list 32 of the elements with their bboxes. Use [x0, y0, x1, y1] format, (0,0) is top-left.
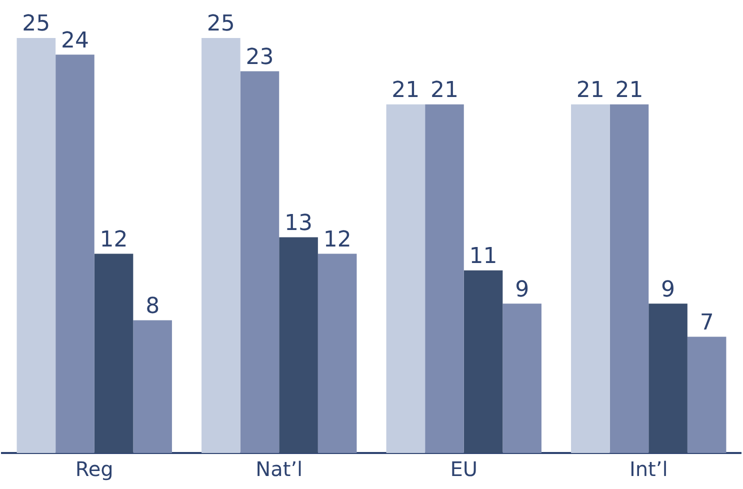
data-label: 12	[323, 228, 352, 253]
bar	[425, 104, 464, 453]
x-tick-label: Reg	[75, 457, 114, 482]
x-tick-label: Int’l	[629, 457, 668, 482]
bar	[240, 71, 280, 453]
bar	[16, 38, 56, 453]
bar	[386, 104, 426, 453]
data-label: 21	[392, 78, 420, 104]
data-label: 12	[100, 228, 128, 253]
data-label: 21	[576, 78, 604, 104]
data-label: 8	[146, 294, 160, 319]
bar	[610, 104, 649, 453]
data-label: 11	[469, 244, 498, 270]
data-label: 9	[515, 277, 530, 302]
x-tick-label: Nat’l	[256, 457, 303, 482]
bar	[202, 38, 240, 453]
data-label: 13	[284, 210, 313, 236]
data-label: 23	[246, 44, 274, 70]
bar	[318, 254, 357, 453]
data-label: 21	[615, 78, 644, 104]
bar	[56, 54, 94, 453]
data-label: 21	[430, 78, 458, 104]
data-label: 24	[60, 28, 89, 54]
bar	[133, 320, 172, 453]
data-label: 25	[206, 12, 235, 37]
data-label: 25	[22, 12, 50, 37]
data-label: 9	[661, 277, 676, 302]
bar	[502, 304, 542, 453]
data-label: 7	[700, 310, 714, 336]
x-tick-label: EU	[450, 457, 478, 482]
bar	[687, 336, 726, 453]
bar	[571, 104, 610, 453]
